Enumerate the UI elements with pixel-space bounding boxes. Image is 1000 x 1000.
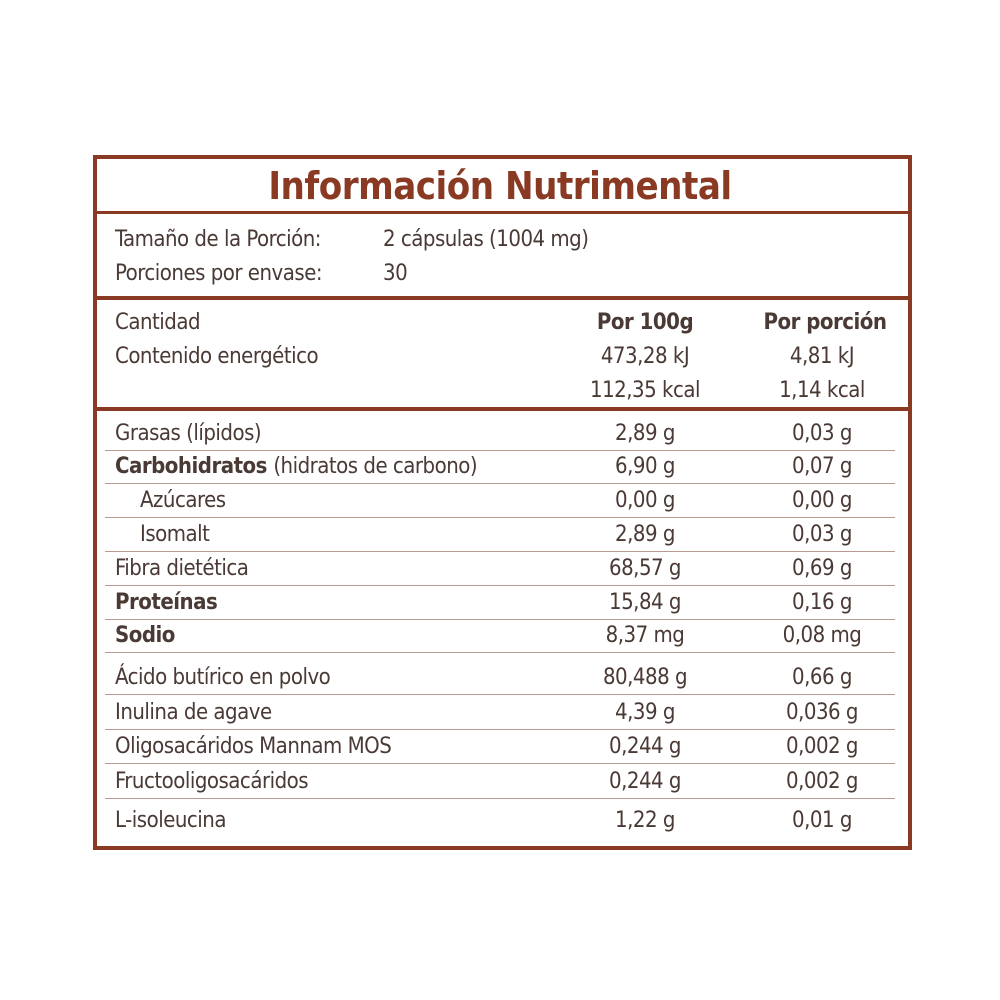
per-serving-value: 0,01 g bbox=[792, 808, 852, 833]
per-serving-value: 0,16 g bbox=[792, 590, 852, 615]
per100-value: 0,244 g bbox=[609, 769, 682, 794]
per-serving-value: 0,08 mg bbox=[782, 623, 862, 648]
per-serving-value: 0,00 g bbox=[792, 488, 852, 513]
per100-value: 2,89 g bbox=[615, 421, 675, 446]
row-divider bbox=[105, 694, 895, 695]
rule bbox=[97, 296, 908, 300]
row-divider bbox=[105, 483, 895, 484]
per100-value: 1,22 g bbox=[615, 808, 675, 833]
row-label: Inulina de agave bbox=[115, 700, 272, 725]
energy-per-serving: 1,14 kcal bbox=[779, 378, 865, 403]
row-divider bbox=[105, 585, 895, 586]
serving-size-label: Tamaño de la Porción: bbox=[115, 227, 321, 252]
per-serving-header: Por porción bbox=[763, 310, 888, 335]
row-divider bbox=[105, 763, 895, 764]
row-divider bbox=[105, 551, 895, 552]
per100-value: 4,39 g bbox=[615, 700, 675, 725]
energy-per-serving: 4,81 kJ bbox=[789, 344, 855, 369]
per100-value: 2,89 g bbox=[615, 522, 675, 547]
energy-per100: 473,28 kJ bbox=[600, 344, 690, 369]
serving-size-value: 2 cápsulas (1004 mg) bbox=[383, 227, 589, 252]
per-serving-value: 0,66 g bbox=[792, 665, 852, 690]
title: Información Nutrimental bbox=[268, 164, 732, 208]
row-label: L-isoleucina bbox=[115, 808, 226, 833]
per-serving-value: 0,03 g bbox=[792, 421, 852, 446]
row-divider bbox=[105, 517, 895, 518]
rule bbox=[97, 211, 908, 214]
per-serving-value: 0,07 g bbox=[792, 454, 852, 479]
row-label: Ácido butírico en polvo bbox=[115, 665, 331, 690]
per100-value: 8,37 mg bbox=[605, 623, 685, 648]
rule bbox=[97, 407, 908, 411]
per-serving-value: 0,002 g bbox=[786, 769, 859, 794]
quantity-header: Cantidad bbox=[115, 310, 201, 335]
per100-value: 80,488 g bbox=[602, 665, 688, 690]
per-serving-value: 0,69 g bbox=[792, 556, 852, 581]
row-label: Azúcares bbox=[140, 488, 226, 513]
row-label: Oligosacáridos Mannam MOS bbox=[115, 734, 392, 759]
row-label: Isomalt bbox=[140, 522, 210, 547]
per100-value: 0,244 g bbox=[609, 734, 682, 759]
row-divider bbox=[105, 729, 895, 730]
border bbox=[93, 155, 912, 850]
row-label: Carbohidratos (hidratos de carbono) bbox=[115, 452, 478, 482]
per-serving-value: 0,002 g bbox=[786, 734, 859, 759]
per-serving-value: 0,03 g bbox=[792, 522, 852, 547]
row-divider bbox=[105, 450, 895, 451]
per-serving-value: 0,036 g bbox=[786, 700, 859, 725]
energy-label: Contenido energético bbox=[115, 344, 319, 369]
servings-label: Porciones por envase: bbox=[115, 261, 323, 286]
per100-header: Por 100g bbox=[596, 310, 694, 335]
row-label: Grasas (lípidos) bbox=[115, 421, 262, 446]
row-label: Fibra dietética bbox=[115, 556, 249, 581]
row-label: Proteínas bbox=[115, 590, 218, 615]
energy-per100: 112,35 kcal bbox=[590, 378, 701, 403]
row-label: Fructooligosacáridos bbox=[115, 769, 309, 794]
row-divider bbox=[105, 652, 895, 653]
per100-value: 68,57 g bbox=[609, 556, 682, 581]
row-label: Sodio bbox=[115, 623, 175, 648]
servings-value: 30 bbox=[383, 261, 408, 286]
row-label-extra: (hidratos de carbono) bbox=[273, 454, 478, 479]
row-label-main: Carbohidratos bbox=[115, 454, 267, 479]
per100-value: 6,90 g bbox=[615, 454, 675, 479]
per100-value: 15,84 g bbox=[609, 590, 682, 615]
row-divider bbox=[105, 798, 895, 799]
per100-value: 0,00 g bbox=[615, 488, 675, 513]
row-divider bbox=[105, 619, 895, 620]
